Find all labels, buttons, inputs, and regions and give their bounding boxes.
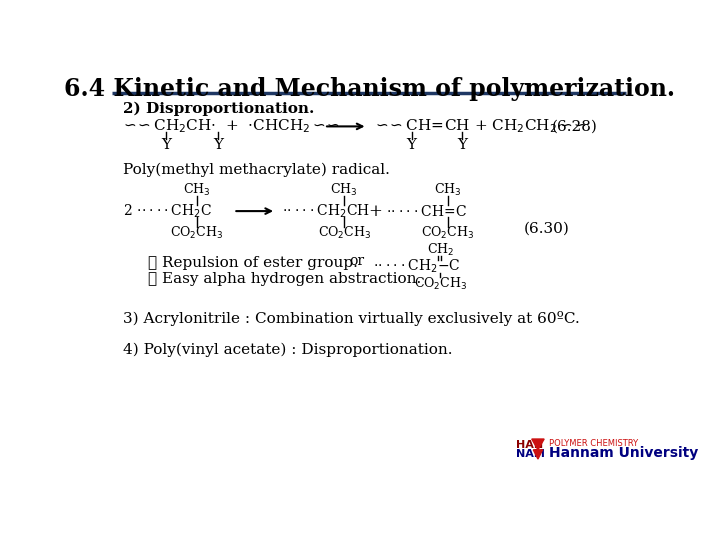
Text: CH$_3$: CH$_3$ — [330, 181, 358, 198]
Text: Hannam University: Hannam University — [549, 446, 698, 460]
Text: Poly(methyl methacrylate) radical.: Poly(methyl methacrylate) radical. — [122, 163, 390, 178]
Text: CH$_3$: CH$_3$ — [434, 181, 462, 198]
Text: NAM: NAM — [516, 449, 545, 458]
Text: 2 $\cdot\!\cdot\!\cdot\!\cdot\!\cdot$CH$_2$C: 2 $\cdot\!\cdot\!\cdot\!\cdot\!\cdot$CH$… — [122, 202, 212, 220]
Text: $\cdot\!\cdot\!\cdot\!\cdot\!\cdot$CH$_2$CH: $\cdot\!\cdot\!\cdot\!\cdot\!\cdot$CH$_2… — [282, 202, 370, 220]
Text: +: + — [368, 202, 382, 220]
Text: 6.4 Kinetic and Mechanism of polymerization.: 6.4 Kinetic and Mechanism of polymerizat… — [63, 77, 675, 101]
Text: ① Repulsion of ester group.: ① Repulsion of ester group. — [148, 256, 358, 271]
Text: CH$_2$: CH$_2$ — [427, 241, 454, 258]
Text: $\cdot\!\cdot\!\cdot\!\cdot\!\cdot$CH$_2$$-$C: $\cdot\!\cdot\!\cdot\!\cdot\!\cdot$CH$_2… — [373, 258, 460, 275]
Text: $\backsim\!\!\backsim$CH$\!=\!$CH + CH$_2$CH$_2$$\backsim\!\!\backsim$: $\backsim\!\!\backsim$CH$\!=\!$CH + CH$_… — [373, 118, 586, 135]
Text: 2) Disproportionation.: 2) Disproportionation. — [122, 102, 314, 116]
Text: 4) Poly(vinyl acetate) : Disproportionation.: 4) Poly(vinyl acetate) : Disproportionat… — [122, 342, 452, 357]
Text: CO$_2$CH$_3$: CO$_2$CH$_3$ — [318, 225, 371, 241]
Text: $\backsim\!\!\backsim$CH$_2$CH$\cdot$  +  $\cdot$CHCH$_2$$\backsim\!\!\backsim$: $\backsim\!\!\backsim$CH$_2$CH$\cdot$ + … — [121, 118, 340, 135]
Text: (6.28): (6.28) — [552, 119, 598, 133]
Text: CO$_2$CH$_3$: CO$_2$CH$_3$ — [414, 275, 467, 292]
Text: HAN: HAN — [516, 440, 544, 450]
Text: CH$_3$: CH$_3$ — [183, 181, 211, 198]
Text: CO$_2$CH$_3$: CO$_2$CH$_3$ — [171, 225, 224, 241]
Polygon shape — [534, 450, 543, 459]
Text: 3) Acrylonitrile : Combination virtually exclusively at 60ºC.: 3) Acrylonitrile : Combination virtually… — [122, 312, 580, 326]
Text: CO$_2$CH$_3$: CO$_2$CH$_3$ — [421, 225, 474, 241]
Text: Y: Y — [161, 138, 171, 152]
Text: $\cdot\!\cdot\!\cdot\!\cdot\!\cdot$CH$\!=\!$C: $\cdot\!\cdot\!\cdot\!\cdot\!\cdot$CH$\!… — [386, 204, 468, 219]
Text: (6.30): (6.30) — [524, 222, 570, 236]
Text: Y: Y — [213, 138, 223, 152]
Text: POLYMER CHEMISTRY: POLYMER CHEMISTRY — [549, 439, 638, 448]
Text: or: or — [350, 254, 365, 268]
Text: Y: Y — [457, 138, 467, 152]
Text: ② Easy alpha hydrogen abstraction.: ② Easy alpha hydrogen abstraction. — [148, 272, 421, 286]
Text: Y: Y — [407, 138, 417, 152]
Polygon shape — [532, 439, 544, 450]
